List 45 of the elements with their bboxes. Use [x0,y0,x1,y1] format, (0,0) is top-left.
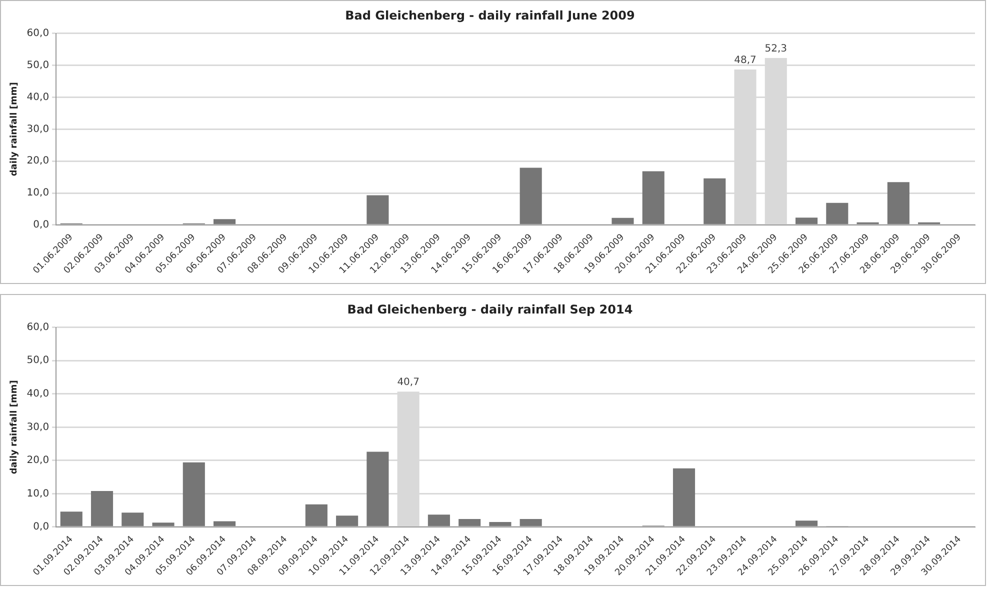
y-tick-label: 60,0 [26,322,50,333]
y-tick-label: 0,0 [33,220,50,231]
y-tick-label: 10,0 [26,488,50,500]
bar [182,462,205,526]
bar [704,178,726,224]
y-tick-label: 50,0 [26,355,50,366]
y-tick-label: 40,0 [26,92,50,103]
chart-title: Bad Gleichenberg - daily rainfall June 2009 [345,8,635,22]
bar [826,202,848,224]
bar [305,504,328,526]
bar [366,452,389,526]
bar [520,168,542,224]
y-axis-title: daily rainfall [mm] [10,82,20,176]
bar [60,512,82,526]
y-tick-label: 0,0 [33,522,50,533]
bar [122,512,144,526]
data-label: 48,7 [734,55,756,66]
bar [489,522,512,526]
bar [428,514,450,526]
bar [796,520,818,526]
data-label: 40,7 [397,377,420,388]
y-tick-label: 50,0 [26,60,50,71]
data-label: 52,3 [764,44,788,55]
y-tick-label: 20,0 [26,156,50,167]
bar [612,218,634,224]
y-axis-title: daily rainfall [mm] [10,380,20,474]
y-tick-label: 30,0 [26,422,50,433]
y-tick-label: 40,0 [26,388,50,400]
bar [796,218,818,224]
y-tick-label: 60,0 [26,28,50,39]
y-tick-label: 20,0 [26,455,50,466]
chart-title: Bad Gleichenberg - daily rainfall Sep 2014 [347,302,633,316]
bar [152,522,174,526]
bar [214,521,236,526]
y-tick-label: 10,0 [26,188,50,199]
bar [336,516,358,526]
bar [458,518,481,526]
y-tick-label: 30,0 [26,124,50,135]
bar [520,518,542,526]
bar [214,219,236,224]
bar [90,491,114,526]
bar [366,195,389,224]
bar [672,468,696,526]
bar [887,182,910,224]
bar [642,171,664,224]
